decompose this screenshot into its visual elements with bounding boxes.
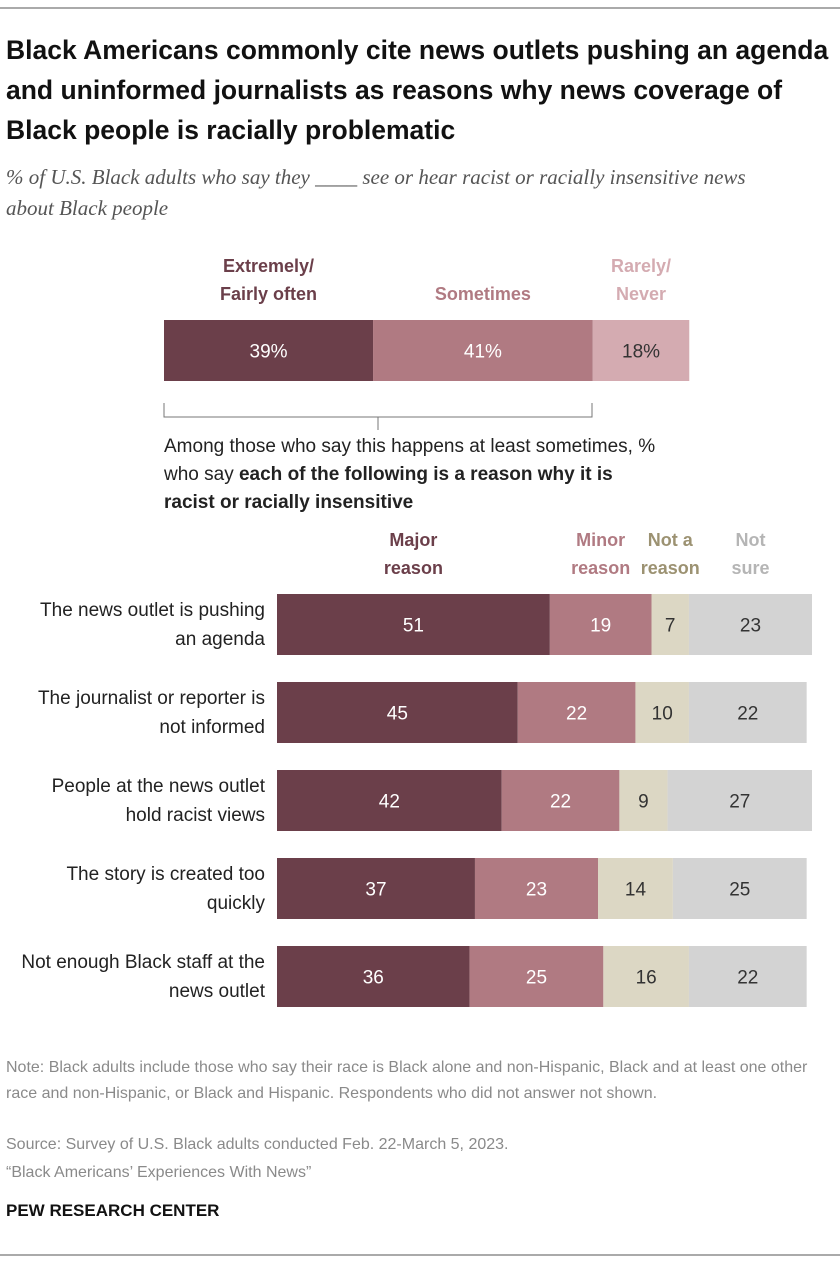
- legend-label: Sometimes: [434, 284, 531, 304]
- bar-segment: [277, 770, 502, 831]
- bar-segment: [688, 946, 807, 1007]
- intro-bold: each of the following is a reason why it…: [164, 464, 613, 513]
- value-label: 10: [652, 704, 673, 725]
- value-label: 39%: [250, 342, 288, 363]
- legend-label: Not sure: [731, 530, 770, 578]
- value-label: 9: [638, 792, 649, 813]
- source: Source: Survey of U.S. Black adults cond…: [6, 1136, 509, 1153]
- bracket: [163, 403, 593, 430]
- category-label: People at the news outlet hold racist vi…: [51, 776, 265, 826]
- category-label: The news outlet is pushing an agenda: [40, 600, 265, 650]
- bar-segment: [501, 770, 620, 831]
- legend-label: Major reason: [383, 530, 443, 578]
- value-label: 27: [729, 792, 750, 813]
- value-label: 22: [737, 968, 758, 989]
- bar-segment: [619, 770, 668, 831]
- category-label: Not enough Black staff at the news outle…: [21, 952, 265, 1002]
- value-label: 18%: [622, 342, 660, 363]
- legend-label: Minor reason: [571, 530, 631, 578]
- bar-segment: [373, 320, 593, 381]
- value-label: 23: [526, 880, 547, 901]
- bar-segment: [592, 320, 690, 381]
- bar-segment: [603, 946, 689, 1007]
- bar-segment: [277, 946, 470, 1007]
- value-label: 23: [740, 616, 761, 637]
- bar-segment: [517, 682, 636, 743]
- bar-segment: [474, 858, 598, 919]
- bar-segment: [469, 946, 604, 1007]
- value-label: 51: [403, 616, 424, 637]
- value-label: 7: [665, 616, 676, 637]
- bar-segment: [598, 858, 673, 919]
- chart-title: Black Americans commonly cite news outle…: [6, 35, 829, 145]
- category-label: The journalist or reporter is not inform…: [37, 688, 265, 738]
- value-label: 22: [566, 704, 587, 725]
- value-label: 22: [737, 704, 758, 725]
- value-label: 37: [365, 880, 386, 901]
- value-label: 36: [363, 968, 384, 989]
- value-label: 42: [379, 792, 400, 813]
- bar-segment: [549, 594, 652, 655]
- value-label: 25: [729, 880, 750, 901]
- subtitle: % of U.S. Black adults who say they ____…: [6, 165, 746, 220]
- bar-segment: [635, 682, 689, 743]
- value-label: 25: [526, 968, 547, 989]
- bar-segment: [277, 858, 475, 919]
- value-label: 19: [590, 616, 611, 637]
- bar-segment: [277, 682, 518, 743]
- bar-segment: [277, 594, 550, 655]
- bar-segment: [651, 594, 689, 655]
- value-label: 45: [387, 704, 408, 725]
- value-label: 41%: [464, 342, 502, 363]
- bar-segment: [164, 320, 374, 381]
- legend-label: Not a reason: [640, 530, 700, 578]
- value-label: 14: [625, 880, 647, 901]
- intro-text: Among those who say this happens at leas…: [164, 436, 656, 485]
- value-label: 22: [550, 792, 571, 813]
- intro: Among those who say this happens at leas…: [164, 433, 664, 517]
- bar-segment: [688, 682, 807, 743]
- brand: PEW RESEARCH CENTER: [6, 1201, 220, 1220]
- category-label: The story is created too quickly: [66, 864, 265, 914]
- report: “Black Americans’ Experiences With News”: [6, 1164, 312, 1181]
- legend-label: Rarely/ Never: [611, 256, 672, 304]
- legend-label: Extremely/ Fairly often: [220, 256, 318, 304]
- bar-segment: [688, 594, 812, 655]
- note: Note: Black adults include those who say…: [6, 1059, 808, 1102]
- bar-segment: [672, 858, 807, 919]
- value-label: 16: [636, 968, 657, 989]
- bar-segment: [667, 770, 812, 831]
